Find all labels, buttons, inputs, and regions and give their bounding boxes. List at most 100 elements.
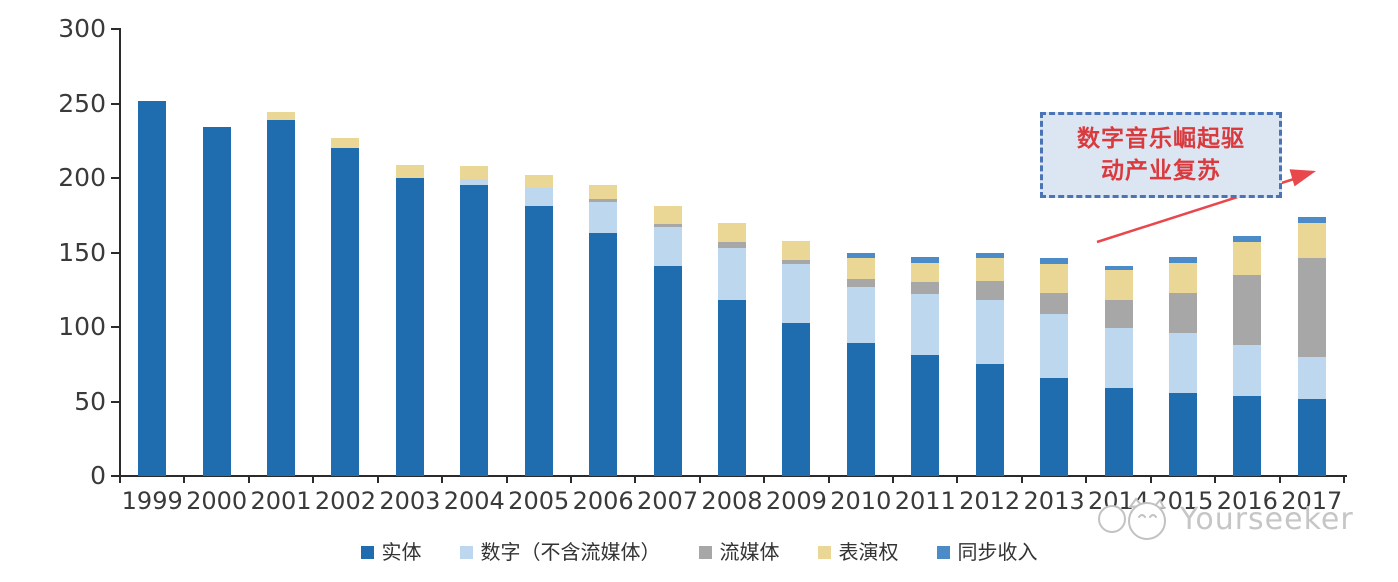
y-tick-mark [111, 326, 120, 328]
x-tick-mark [698, 476, 701, 483]
bar-segment-同步收入-2017 [1297, 216, 1326, 223]
bar-segment-实体-2012 [975, 364, 1004, 476]
bar-segment-数字（不含流媒体）-2017 [1297, 356, 1326, 399]
bar-segment-流媒体-2010 [846, 279, 875, 287]
bar-segment-数字（不含流媒体）-2011 [911, 294, 940, 356]
x-tick-mark [1020, 476, 1023, 483]
bar-segment-同步收入-2011 [911, 256, 940, 263]
bar-segment-表演权-2010 [846, 258, 875, 280]
bar-segment-流媒体-2013 [1040, 292, 1069, 314]
legend-item-实体: 实体 [360, 540, 422, 564]
bar-segment-实体-2014 [1104, 388, 1133, 476]
x-tick-mark [1342, 476, 1345, 483]
x-tick-mark [312, 476, 315, 483]
x-tick-mark [634, 476, 637, 483]
annotation-text-line2: 动产业复苏 [1101, 158, 1221, 184]
legend-label: 流媒体 [719, 540, 780, 564]
chart-legend: 实体 数字（不含流媒体） 流媒体 表演权 同步收入 [0, 541, 1398, 563]
bar-segment-流媒体-2016 [1233, 274, 1262, 345]
bar-segment-同步收入-2015 [1168, 256, 1197, 263]
x-tick-mark [505, 476, 508, 483]
annotation-text-line1: 数字音乐崛起驱 [1077, 126, 1245, 152]
y-axis-line [119, 28, 121, 477]
bar-segment-实体-2004 [460, 185, 489, 476]
legend-label: 实体 [381, 540, 422, 564]
bar-segment-实体-2002 [331, 148, 360, 476]
bar-segment-数字（不含流媒体）-2005 [524, 188, 553, 207]
x-tick-mark [119, 476, 121, 483]
bar-segment-表演权-2002 [331, 137, 360, 149]
bar-segment-实体-2015 [1168, 392, 1197, 476]
bar-segment-数字（不含流媒体）-2007 [653, 227, 682, 266]
bar-segment-数字（不含流媒体）-2013 [1040, 313, 1069, 378]
x-tick-mark [376, 476, 379, 483]
legend-label: 表演权 [838, 540, 899, 564]
bar-segment-表演权-2013 [1040, 264, 1069, 293]
bar-segment-流媒体-2009 [782, 259, 811, 265]
x-tick-mark [441, 476, 444, 483]
bar-segment-表演权-2009 [782, 240, 811, 260]
y-tick-label: 100 [58, 312, 106, 341]
bar-segment-实体-2016 [1233, 395, 1262, 476]
x-tick-label-2015: 2015 [1152, 487, 1214, 515]
x-tick-label-2000: 2000 [186, 487, 248, 515]
bar-segment-数字（不含流媒体）-2014 [1104, 328, 1133, 389]
bar-segment-流媒体-2017 [1297, 258, 1326, 357]
x-tick-label-2012: 2012 [959, 487, 1021, 515]
bar-segment-表演权-2014 [1104, 270, 1133, 301]
y-tick-label: 250 [58, 88, 106, 118]
x-tick-label-2003: 2003 [379, 487, 441, 515]
legend-swatch-icon [817, 545, 831, 559]
x-tick-label-2016: 2016 [1216, 487, 1278, 515]
bar-segment-表演权-2016 [1233, 242, 1262, 275]
x-tick-label-2017: 2017 [1281, 487, 1343, 515]
bar-segment-流媒体-2011 [911, 282, 940, 295]
bar-segment-表演权-2011 [911, 262, 940, 283]
bar-segment-同步收入-2014 [1104, 265, 1133, 271]
x-tick-label-2008: 2008 [701, 487, 763, 515]
bar-segment-实体-2001 [267, 119, 296, 476]
bar-segment-实体-2009 [782, 322, 811, 476]
bar-segment-实体-2013 [1040, 377, 1069, 476]
bar-segment-表演权-2012 [975, 258, 1004, 281]
x-tick-label-2007: 2007 [637, 487, 699, 515]
bar-segment-表演权-2006 [589, 185, 618, 199]
legend-item-同步收入: 同步收入 [936, 541, 1038, 563]
x-tick-label-2005: 2005 [508, 487, 570, 515]
legend-swatch-icon [459, 545, 473, 559]
y-tick-mark [111, 251, 120, 254]
bar-segment-同步收入-2016 [1233, 236, 1262, 243]
bar-segment-实体-2008 [717, 300, 746, 476]
x-tick-label-2006: 2006 [572, 487, 634, 515]
bar-segment-流媒体-2015 [1168, 292, 1197, 333]
x-tick-label-2004: 2004 [443, 487, 505, 515]
watermark: Yourseeker [1092, 497, 1354, 543]
bar-segment-表演权-2005 [524, 175, 553, 189]
bar-segment-数字（不含流媒体）-2010 [846, 286, 875, 344]
bar-segment-流媒体-2006 [589, 198, 618, 202]
x-axis-line [119, 475, 1347, 477]
yourseeker-logo-icon [1098, 497, 1166, 540]
x-tick-mark [1085, 476, 1088, 483]
legend-swatch-icon [936, 545, 950, 559]
x-tick-mark [892, 476, 895, 483]
bar-segment-表演权-2008 [717, 222, 746, 243]
x-tick-mark [569, 476, 572, 483]
x-tick-label-2013: 2013 [1023, 487, 1085, 515]
y-tick-mark [111, 177, 120, 179]
bar-segment-数字（不含流媒体）-2004 [460, 179, 489, 186]
bar-segment-实体-2003 [395, 178, 424, 476]
y-tick-mark [111, 28, 120, 30]
legend-label: 数字（不含流媒体） [480, 540, 661, 564]
y-tick-label: 150 [58, 237, 106, 267]
x-tick-mark [763, 476, 766, 483]
annotation-callout: 数字音乐崛起驱 动产业复苏 [1040, 112, 1282, 198]
bar-segment-表演权-2004 [460, 166, 489, 180]
bar-segment-实体-1999 [138, 100, 167, 476]
legend-item-流媒体: 流媒体 [698, 540, 780, 564]
x-tick-label-1999: 1999 [121, 487, 183, 515]
x-tick-mark [183, 476, 186, 483]
bar-segment-实体-2006 [589, 233, 618, 476]
y-tick-mark [111, 475, 120, 477]
bar-segment-数字（不含流媒体）-2016 [1233, 344, 1262, 396]
